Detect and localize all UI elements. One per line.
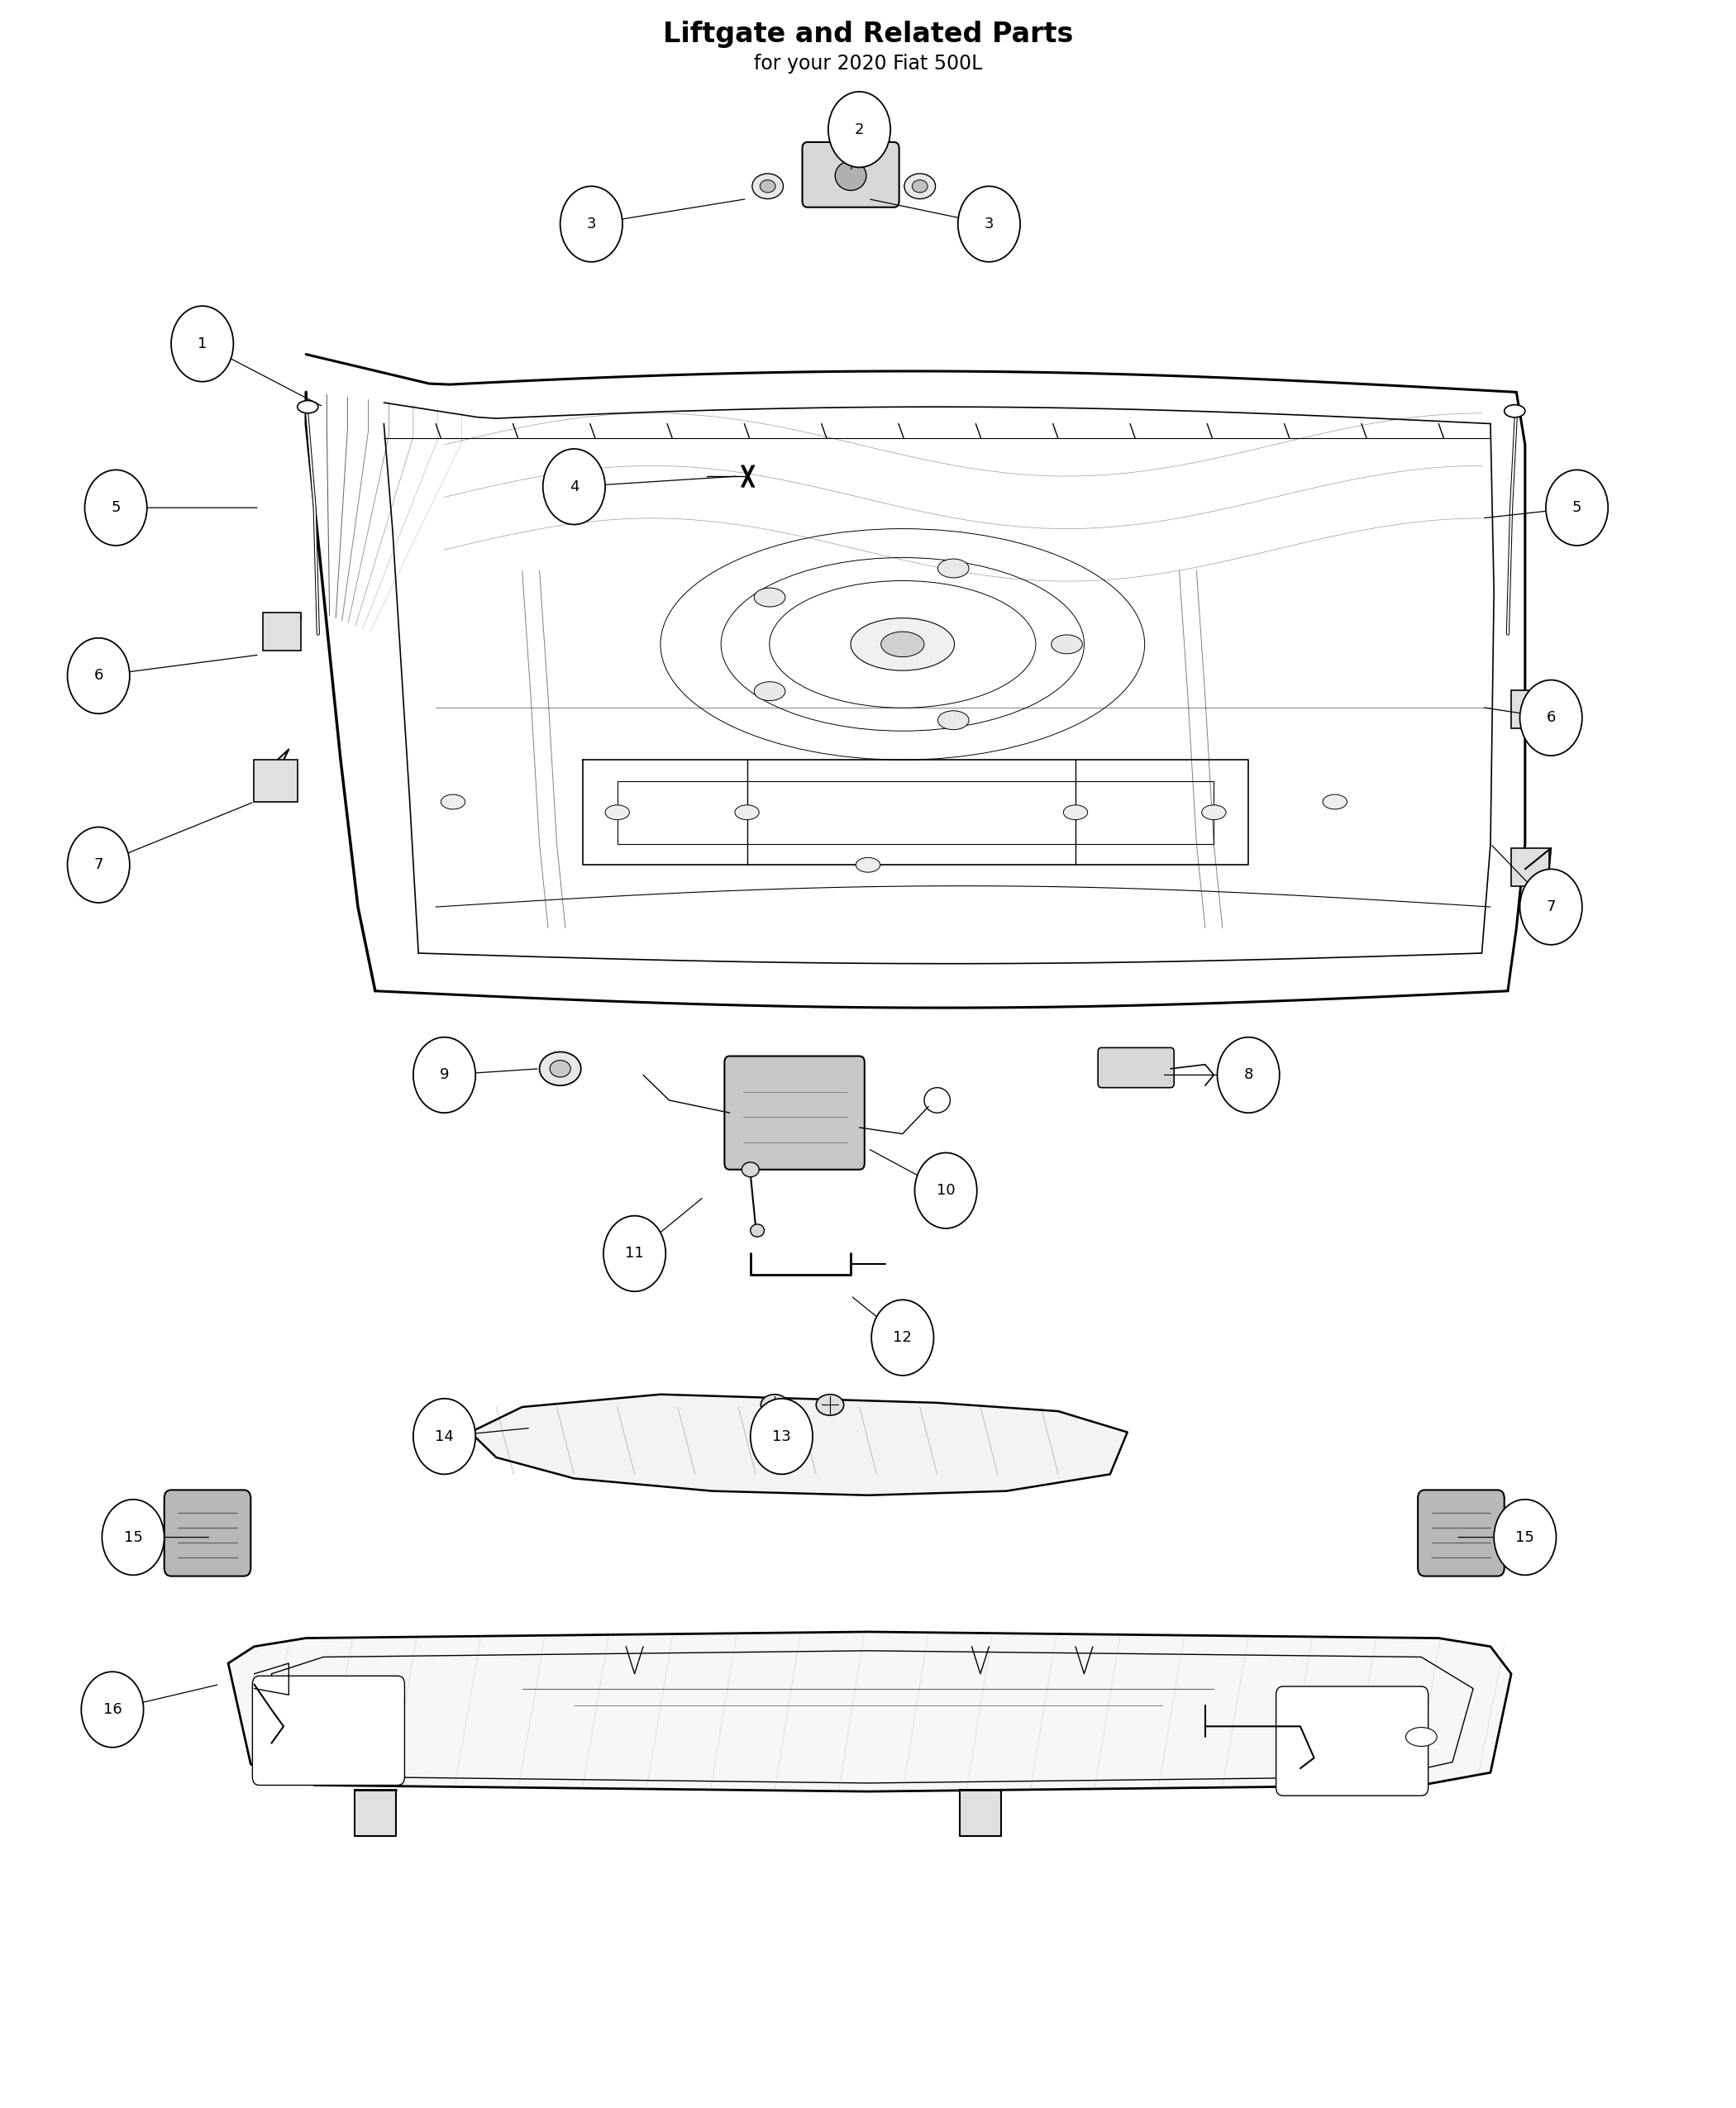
Ellipse shape bbox=[856, 858, 880, 873]
Ellipse shape bbox=[904, 173, 936, 198]
FancyBboxPatch shape bbox=[802, 141, 899, 207]
Ellipse shape bbox=[1505, 405, 1524, 417]
Ellipse shape bbox=[937, 710, 969, 729]
Text: 6: 6 bbox=[1547, 710, 1555, 725]
Text: for your 2020 Fiat 500L: for your 2020 Fiat 500L bbox=[753, 55, 983, 74]
Text: 7: 7 bbox=[1547, 900, 1555, 915]
Text: 9: 9 bbox=[439, 1067, 450, 1081]
Ellipse shape bbox=[741, 1162, 759, 1176]
Ellipse shape bbox=[606, 805, 630, 820]
Ellipse shape bbox=[1406, 1726, 1437, 1745]
Text: 14: 14 bbox=[436, 1429, 453, 1444]
Ellipse shape bbox=[937, 559, 969, 578]
Circle shape bbox=[172, 306, 233, 382]
Text: 13: 13 bbox=[773, 1429, 792, 1444]
Polygon shape bbox=[470, 1393, 1127, 1495]
FancyBboxPatch shape bbox=[165, 1490, 250, 1577]
Polygon shape bbox=[354, 1790, 396, 1836]
Circle shape bbox=[750, 1398, 812, 1473]
Ellipse shape bbox=[1052, 635, 1083, 653]
Ellipse shape bbox=[752, 173, 783, 198]
Circle shape bbox=[68, 639, 130, 715]
Ellipse shape bbox=[297, 401, 318, 413]
FancyBboxPatch shape bbox=[1097, 1048, 1174, 1088]
Ellipse shape bbox=[1064, 805, 1087, 820]
Text: 11: 11 bbox=[625, 1246, 644, 1261]
Text: 15: 15 bbox=[1516, 1530, 1535, 1545]
Ellipse shape bbox=[911, 179, 927, 192]
Ellipse shape bbox=[540, 1052, 582, 1086]
Circle shape bbox=[102, 1499, 165, 1575]
Ellipse shape bbox=[734, 805, 759, 820]
Polygon shape bbox=[960, 1790, 1002, 1836]
Text: 3: 3 bbox=[587, 217, 595, 232]
FancyBboxPatch shape bbox=[1512, 691, 1549, 729]
Circle shape bbox=[828, 91, 891, 167]
Text: 1: 1 bbox=[198, 337, 207, 352]
Ellipse shape bbox=[1201, 805, 1226, 820]
FancyBboxPatch shape bbox=[1418, 1490, 1505, 1577]
Ellipse shape bbox=[760, 179, 776, 192]
Text: 6: 6 bbox=[94, 668, 102, 683]
Text: 5: 5 bbox=[111, 500, 120, 514]
Circle shape bbox=[413, 1037, 476, 1113]
Ellipse shape bbox=[851, 618, 955, 670]
Text: 2: 2 bbox=[854, 122, 865, 137]
Circle shape bbox=[68, 826, 130, 902]
Ellipse shape bbox=[835, 160, 866, 190]
Polygon shape bbox=[227, 1632, 1512, 1792]
Text: 5: 5 bbox=[1573, 500, 1581, 514]
Ellipse shape bbox=[753, 588, 785, 607]
Text: 12: 12 bbox=[892, 1330, 911, 1345]
Text: Liftgate and Related Parts: Liftgate and Related Parts bbox=[663, 21, 1073, 48]
Circle shape bbox=[543, 449, 606, 525]
Ellipse shape bbox=[750, 1225, 764, 1237]
FancyBboxPatch shape bbox=[253, 759, 297, 801]
Circle shape bbox=[915, 1153, 977, 1229]
Ellipse shape bbox=[1323, 795, 1347, 809]
Text: 15: 15 bbox=[123, 1530, 142, 1545]
FancyBboxPatch shape bbox=[252, 1676, 404, 1785]
Ellipse shape bbox=[760, 1393, 788, 1414]
Text: 8: 8 bbox=[1243, 1067, 1253, 1081]
Text: 3: 3 bbox=[984, 217, 993, 232]
FancyBboxPatch shape bbox=[1512, 847, 1549, 885]
Ellipse shape bbox=[550, 1060, 571, 1077]
Ellipse shape bbox=[816, 1393, 844, 1414]
Ellipse shape bbox=[753, 681, 785, 700]
Text: 10: 10 bbox=[936, 1183, 955, 1197]
Circle shape bbox=[1521, 681, 1581, 755]
Circle shape bbox=[82, 1672, 144, 1748]
Circle shape bbox=[413, 1398, 476, 1473]
Ellipse shape bbox=[441, 795, 465, 809]
Text: 7: 7 bbox=[94, 858, 104, 873]
Circle shape bbox=[561, 186, 623, 261]
Circle shape bbox=[1545, 470, 1608, 546]
Text: 16: 16 bbox=[102, 1701, 122, 1718]
Circle shape bbox=[1495, 1499, 1555, 1575]
Circle shape bbox=[85, 470, 148, 546]
Circle shape bbox=[1217, 1037, 1279, 1113]
FancyBboxPatch shape bbox=[262, 613, 300, 651]
Ellipse shape bbox=[880, 632, 924, 658]
Circle shape bbox=[958, 186, 1021, 261]
Circle shape bbox=[1521, 868, 1581, 944]
FancyBboxPatch shape bbox=[724, 1056, 865, 1170]
Circle shape bbox=[604, 1216, 665, 1292]
Text: 4: 4 bbox=[569, 479, 578, 493]
Circle shape bbox=[871, 1301, 934, 1377]
FancyBboxPatch shape bbox=[1276, 1686, 1429, 1796]
